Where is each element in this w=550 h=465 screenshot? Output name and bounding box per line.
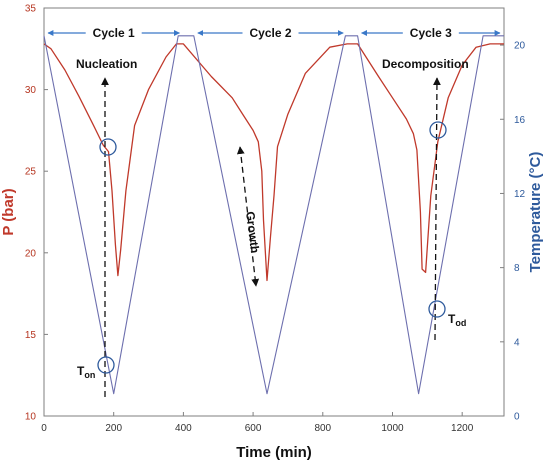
t-od-sub: od (455, 318, 466, 328)
y-left-tick-label: 15 (25, 330, 37, 341)
growth-arrow (236, 146, 260, 287)
cycle-label: Cycle 2 (249, 26, 291, 40)
y-right-tick-label: 8 (514, 263, 520, 274)
cycle-label: Cycle 1 (93, 26, 135, 40)
x-axis-title: Time (min) (236, 444, 312, 461)
x-tick-label: 400 (175, 423, 192, 434)
y-left-ticks: 10 15 20 25 30 35 (25, 4, 48, 423)
x-tick-label: 800 (314, 423, 331, 434)
x-tick-label: 600 (245, 423, 262, 434)
y-right-tick-label: 0 (514, 412, 520, 423)
decomposition-label: Decomposition (382, 57, 469, 71)
nucleation-marker-circle (99, 138, 117, 156)
series-layer (43, 35, 504, 395)
y-right-axis-title: Temperature (°C) (527, 152, 544, 273)
y-left-tick-label: 30 (25, 85, 37, 96)
t-on-sub: on (84, 370, 95, 380)
x-tick-label: 200 (105, 423, 122, 434)
plot-frame (43, 7, 505, 417)
x-tick-label: 1000 (381, 423, 404, 434)
y-right-ticks: 0 4 8 12 16 20 (500, 41, 526, 423)
t-on-label: Ton (77, 364, 95, 380)
y-right-tick-label: 16 (514, 115, 526, 126)
decomposition-marker-circle (429, 121, 447, 139)
y-right-tick-label: 20 (514, 41, 526, 52)
y-left-tick-label: 10 (25, 412, 37, 423)
y-right-tick-label: 4 (514, 337, 520, 348)
temperature-line (43, 35, 504, 395)
t-od-main: T (448, 312, 456, 326)
decomposition-arrow (433, 77, 441, 341)
cycle-label: Cycle 3 (410, 26, 452, 40)
growth-label: Growth (243, 211, 262, 254)
y-left-axis-title: P (bar) (0, 188, 17, 235)
y-left-tick-label: 20 (25, 248, 37, 259)
x-tick-label: 1200 (451, 423, 474, 434)
nucleation-label: Nucleation (76, 57, 137, 71)
pressure-line (43, 43, 504, 282)
x-tick-label: 0 (41, 423, 47, 434)
x-ticks: 0 200 400 600 800 1000 1200 (41, 412, 474, 434)
t-od-label: Tod (448, 312, 466, 328)
t-on-marker-circle (97, 356, 115, 374)
y-left-tick-label: 25 (25, 167, 37, 178)
annotation-layer: Nucleation Growth Decomposition Ton Tod (76, 57, 469, 397)
t-od-marker-circle (428, 300, 446, 318)
y-right-tick-label: 12 (514, 189, 526, 200)
t-on-main: T (77, 364, 85, 378)
y-left-tick-label: 35 (25, 4, 37, 15)
cycle-arrows: Cycle 1 Cycle 2 Cycle 3 (47, 26, 501, 40)
